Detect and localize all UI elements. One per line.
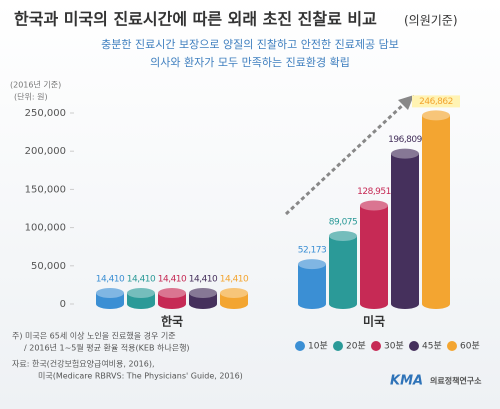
legend-swatch	[371, 341, 381, 351]
value-label: 14,410	[189, 274, 218, 284]
x-tick-label: 한국	[161, 314, 183, 329]
value-label: 14,410	[158, 274, 187, 284]
y-tick-label: 0	[60, 299, 66, 310]
subtitle: 충분한 진료시간 보장으로 양질의 진찰하고 안전한 진료제공 담보	[101, 37, 399, 51]
legend-swatch	[409, 341, 419, 351]
bar-top	[189, 287, 217, 298]
value-label: 52,173	[298, 246, 327, 256]
legend-label: 45분	[422, 341, 442, 352]
value-label: 246,862	[419, 97, 453, 107]
value-label: 196,809	[388, 135, 422, 145]
bar	[329, 235, 357, 309]
chart-title: 한국과 미국의 진료시간에 따른 외래 초진 진찰료 비교	[14, 10, 377, 29]
trend-arrow	[284, 101, 407, 216]
x-tick-label: 미국	[363, 314, 385, 329]
y-tick-label: 50,000	[31, 261, 66, 272]
arrow-head	[398, 95, 414, 110]
bar	[360, 205, 388, 309]
label-bg	[412, 95, 460, 108]
legend-swatch	[333, 341, 343, 351]
bar-top	[220, 287, 248, 298]
bar-top	[329, 230, 357, 241]
value-label: 89,075	[329, 217, 358, 227]
legend-swatch	[447, 341, 457, 351]
legend-label: 30분	[384, 341, 404, 352]
unit-note: (단위: 원)	[14, 92, 48, 102]
note: 주) 미국은 65세 이상 노인을 진료했을 경우 기준	[12, 331, 176, 341]
y-tick-label: 250,000	[25, 108, 66, 119]
value-label: 14,410	[96, 274, 125, 284]
legend-label: 60분	[460, 341, 480, 352]
y-tick-label: 200,000	[25, 146, 66, 157]
logo-text: 의료정책연구소	[430, 376, 482, 386]
bar	[391, 153, 419, 309]
y-tick-label: 100,000	[25, 223, 66, 234]
subtitle: 의사와 환자가 모두 만족하는 진료환경 확립	[150, 55, 350, 69]
bar-top	[422, 110, 450, 121]
bar-top	[298, 259, 326, 270]
value-label: 14,410	[220, 274, 249, 284]
bar-top	[96, 287, 124, 298]
logo-mark: KMA	[390, 374, 423, 389]
bar-top	[391, 148, 419, 159]
bar-top	[127, 287, 155, 298]
bar	[422, 115, 450, 309]
unit-note: (2016년 기준)	[10, 80, 61, 90]
note: / 2016년 1~5월 평균 환율 적용(KEB 하나은행)	[24, 343, 190, 353]
value-label: 128,951	[357, 187, 391, 197]
title-suffix: (의원기준)	[404, 14, 458, 28]
y-tick-label: 150,000	[25, 184, 66, 195]
value-label: 14,410	[127, 274, 156, 284]
bar-top	[360, 200, 388, 211]
note: 미국(Medicare RBRVS: The Physicians' Guide…	[38, 372, 243, 381]
legend-label: 20분	[346, 341, 366, 352]
bar	[298, 264, 326, 309]
bar-top	[158, 287, 186, 298]
legend-label: 10분	[308, 341, 328, 352]
legend-swatch	[295, 341, 305, 351]
note: 자료: 한국(건강보험요양급여비용, 2016),	[12, 359, 155, 369]
